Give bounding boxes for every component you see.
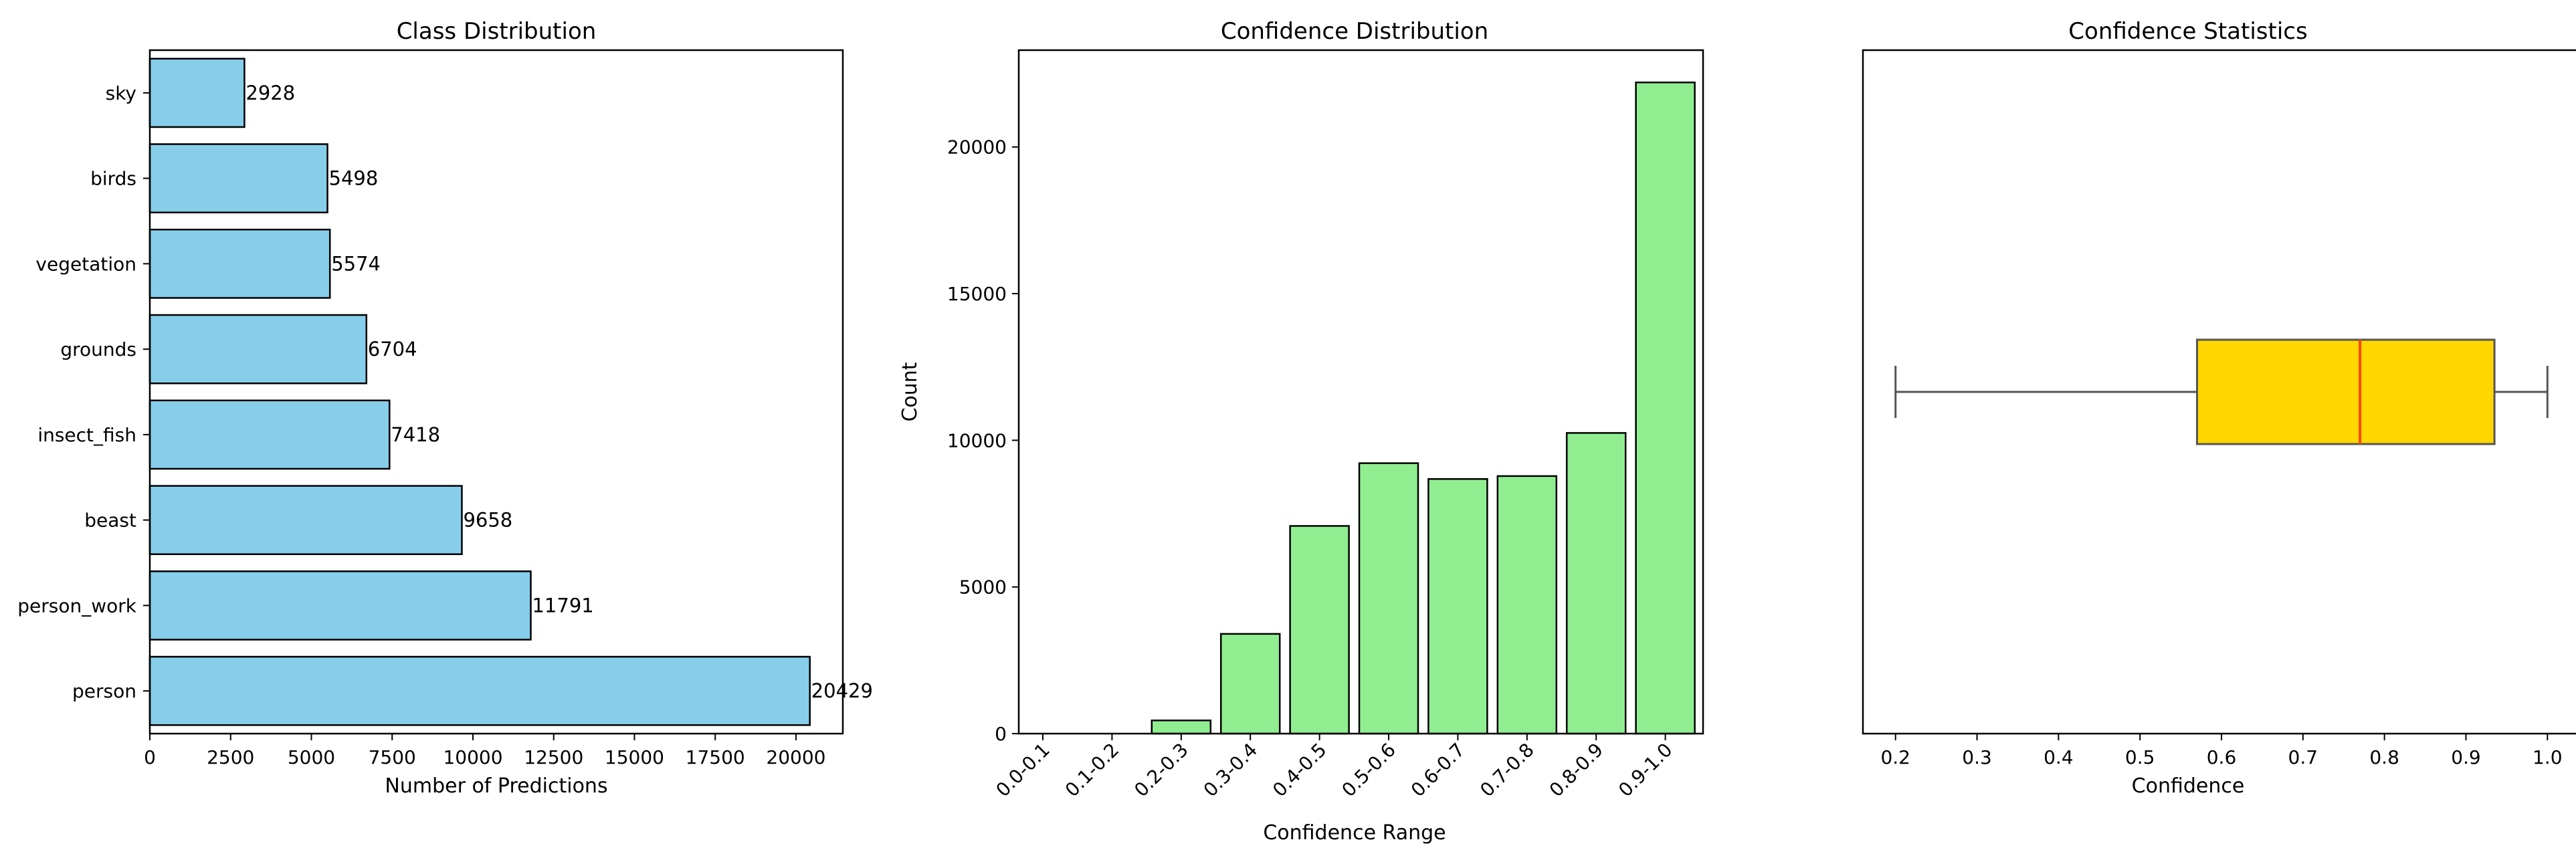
class-bar	[148, 485, 463, 555]
class-bar-value-label: 7418	[391, 423, 440, 446]
x-tick-label: 1.0	[2533, 746, 2563, 768]
confidence-bar	[1219, 633, 1281, 735]
x-tick-label: 10000	[443, 746, 502, 768]
y-tick-label: 20000	[947, 136, 1007, 158]
confidence-distribution-ylabel: Count	[898, 362, 922, 421]
x-tick-label: 7500	[369, 746, 416, 768]
confidence-bar	[1151, 720, 1212, 735]
class-bar-value-label: 9658	[463, 509, 512, 532]
class-bar-value-label: 2928	[245, 82, 295, 104]
x-tick-label: 0.7	[2288, 746, 2318, 768]
x-tick-label: 0.4-0.5	[1268, 739, 1330, 801]
confidence-bar	[1635, 81, 1696, 735]
confidence-statistics-panel: Confidence Statistics Confidence 0.2 0.3 0…	[1862, 18, 2576, 798]
class-bar	[148, 655, 811, 726]
class-bar	[148, 229, 331, 299]
x-tick-label: 0.5	[2125, 746, 2155, 768]
confidence-distribution-xlabel: Confidence Range	[1263, 821, 1446, 845]
y-tick-label: beast	[84, 510, 136, 532]
confidence-statistics-title: Confidence Statistics	[2068, 18, 2307, 45]
x-tick-label: 17500	[686, 746, 745, 768]
confidence-distribution-plot-frame	[1017, 49, 1704, 735]
class-distribution-panel: Class Distribution Number of Predictions…	[17, 18, 873, 798]
x-tick-label: 0	[144, 746, 156, 768]
class-bar	[148, 58, 245, 128]
class-bar	[148, 143, 328, 213]
x-tick-label: 0.6-0.7	[1407, 739, 1469, 801]
x-tick-label: 0.8-0.9	[1545, 739, 1607, 801]
confidence-bar	[1358, 462, 1419, 735]
y-tick-label: vegetation	[35, 253, 136, 275]
x-tick-label: 2500	[207, 746, 254, 768]
x-tick-label: 0.2	[1880, 746, 1910, 768]
confidence-distribution-title: Confidence Distribution	[1221, 18, 1488, 45]
y-tick-label: sky	[106, 82, 136, 104]
confidence-bar	[1496, 475, 1558, 735]
y-tick-label: birds	[90, 168, 136, 190]
y-tick-label: 5000	[959, 576, 1007, 599]
class-distribution-title: Class Distribution	[397, 18, 597, 45]
confidence-distribution-panel: Confidence Distribution Confidence Range…	[898, 18, 1704, 845]
confidence-statistics-xlabel: Confidence	[2132, 774, 2245, 798]
class-distribution-xlabel: Number of Predictions	[385, 774, 607, 798]
x-tick-label: 0.4	[2044, 746, 2074, 768]
y-tick-label: 15000	[947, 283, 1007, 305]
class-distribution-plot-frame	[148, 49, 844, 735]
interquartile-box	[2195, 338, 2496, 445]
y-tick-label: insect_fish	[37, 424, 136, 446]
confidence-bar	[1565, 432, 1627, 735]
confidence-bar	[1289, 525, 1350, 735]
y-tick-label: person	[72, 680, 136, 702]
x-tick-label: 5000	[288, 746, 335, 768]
x-tick-label: 0.5-0.6	[1337, 739, 1399, 801]
y-tick-label: person_work	[17, 595, 137, 617]
x-tick-label: 20000	[766, 746, 825, 768]
x-tick-label: 0.8	[2369, 746, 2399, 768]
x-tick-label: 0.9-1.0	[1614, 739, 1676, 801]
class-bar-value-label: 5574	[331, 252, 381, 275]
y-tick-label: 10000	[947, 429, 1007, 451]
class-bar-value-label: 5498	[329, 167, 379, 190]
x-tick-label: 0.9	[2451, 746, 2481, 768]
class-bar	[148, 570, 532, 641]
x-tick-label: 0.2-0.3	[1130, 739, 1192, 801]
x-tick-label: 0.0-0.1	[991, 739, 1054, 801]
class-bar	[148, 399, 391, 470]
y-tick-label: 0	[995, 723, 1007, 745]
x-tick-label: 15000	[605, 746, 664, 768]
x-tick-label: 0.3-0.4	[1199, 739, 1262, 801]
x-tick-label: 12500	[524, 746, 583, 768]
x-tick-label: 0.7-0.8	[1476, 739, 1538, 801]
class-bar-value-label: 11791	[532, 594, 593, 617]
confidence-statistics-plot-frame	[1862, 49, 2576, 735]
class-bar-value-label: 6704	[368, 338, 417, 360]
confidence-bar	[1427, 478, 1488, 735]
class-bar	[148, 314, 368, 385]
x-tick-label: 0.3	[1962, 746, 1992, 768]
x-tick-label: 0.6	[2207, 746, 2237, 768]
y-tick-label: grounds	[60, 338, 136, 360]
x-tick-label: 0.1-0.2	[1061, 739, 1123, 801]
